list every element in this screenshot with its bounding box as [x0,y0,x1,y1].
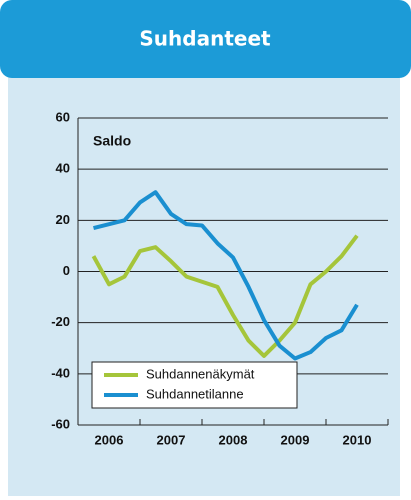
x-tick-label: 2010 [343,432,372,447]
y-tick-label: 40 [56,161,70,176]
x-tick-label: 2008 [219,432,248,447]
y-tick-label: 60 [56,109,70,124]
line-series [93,190,359,361]
x-tick-label: 2007 [157,432,186,447]
header [0,0,411,78]
legend-label: Suhdannenäkymät [146,366,255,381]
y-tick-label: -60 [51,416,70,431]
y-tick-label: -40 [51,365,70,380]
legend-label: Suhdannetilanne [146,386,244,401]
y-tick-label: -20 [51,314,70,329]
header-title: Suhdanteet [139,27,271,51]
panel [8,40,400,496]
x-tick-label: 2006 [95,432,124,447]
x-tick-label: 2009 [281,432,310,447]
annotation: Saldo [93,133,131,149]
y-tick-label: 20 [56,212,70,227]
line-series [91,234,359,358]
legend-box [91,361,298,409]
y-tick-label: 0 [63,263,70,278]
